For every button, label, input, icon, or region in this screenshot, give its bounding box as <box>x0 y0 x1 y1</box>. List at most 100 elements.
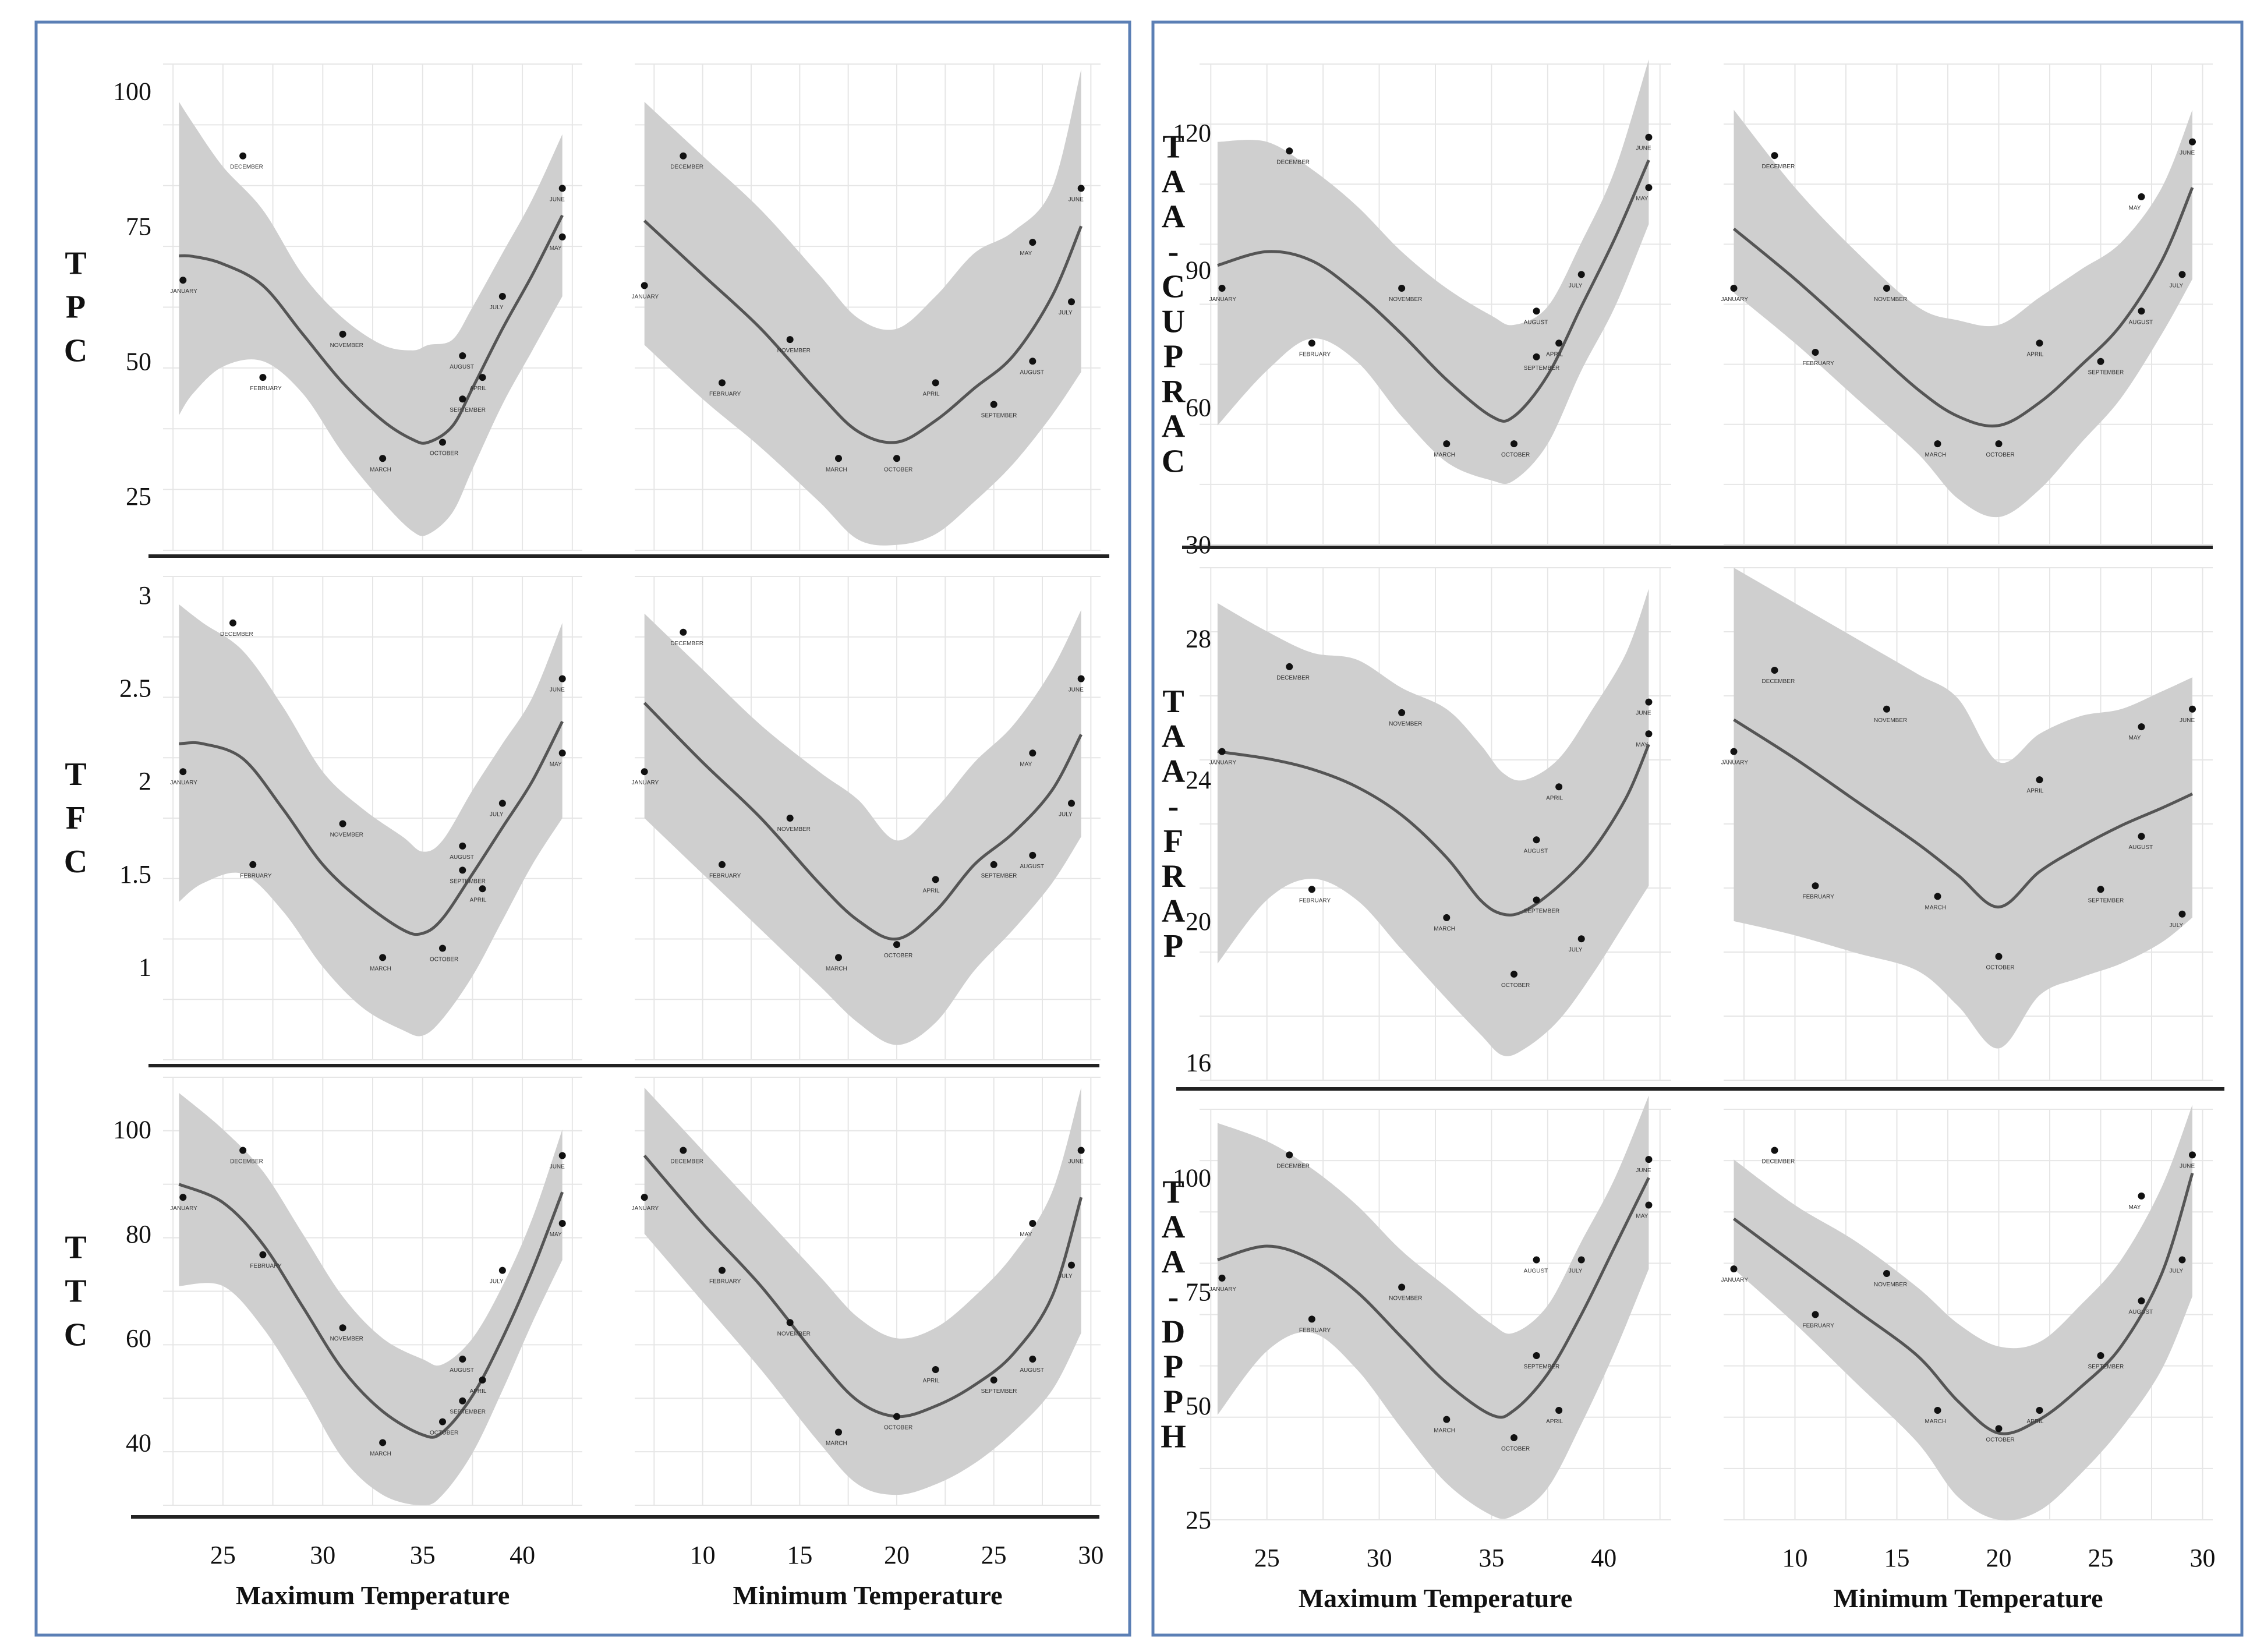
fit-line <box>1733 1172 2194 1435</box>
data-point-label: MARCH <box>1925 452 1947 458</box>
data-point <box>835 455 842 462</box>
data-point-label: MARCH <box>1434 1428 1455 1434</box>
data-point-label: SEPTEMBER <box>981 413 1017 419</box>
data-point <box>1029 851 1037 859</box>
data-point <box>179 1194 187 1201</box>
y-axis-label-char: D <box>1162 1314 1185 1350</box>
data-point-label: AUGUST <box>2129 844 2153 851</box>
data-point <box>1995 953 2003 960</box>
data-point-label: MAY <box>1636 742 1648 748</box>
series-dpph-max: JANUARY DECEMBER FEBRUARY NOVEMBER MARCH OCTO… <box>1200 1095 1671 1613</box>
data-point <box>2036 776 2043 784</box>
data-point <box>459 352 466 359</box>
y-axis-label-char: H <box>1161 1419 1186 1455</box>
right-panel-frame <box>1151 20 2244 1637</box>
fit-line <box>643 1154 1083 1418</box>
data-point <box>439 438 446 446</box>
confidence-band <box>179 604 563 1037</box>
data-point-label: SEPTEMBER <box>1524 908 1560 914</box>
confidence-band <box>644 69 1081 546</box>
data-point-label: SEPTEMBER <box>2088 370 2124 376</box>
chart-frap: JANUARY DECEMBER FEBRUARY NOVEMBER MARCH OCTO… <box>1162 567 2213 1081</box>
y-tick-label: 20 <box>1186 907 1211 936</box>
data-point-label: MARCH <box>370 466 391 473</box>
data-point-label: JANUARY <box>1209 296 1237 303</box>
data-point-label: DECEMBER <box>220 631 253 638</box>
data-point-label: JULY <box>490 811 504 818</box>
data-point <box>1995 1425 2003 1432</box>
data-point-label: JULY <box>490 1279 504 1285</box>
data-point-label: MARCH <box>1925 1418 1947 1425</box>
data-point-label: JANUARY <box>1721 760 1749 766</box>
fit-line <box>643 220 1083 444</box>
data-point-label: JANUARY <box>632 1205 659 1212</box>
data-point <box>641 1194 648 1201</box>
data-point-label: FEBRUARY <box>240 873 272 879</box>
data-point <box>719 1267 726 1274</box>
chart-tfc: JANUARY DECEMBER FEBRUARY NOVEMBER MARCH OCTO… <box>64 576 1101 1060</box>
data-point <box>1533 307 1540 315</box>
y-tick-label: 16 <box>1186 1049 1211 1077</box>
data-point-label: AUGUST <box>450 364 474 370</box>
data-point <box>1029 1219 1037 1227</box>
y-axis-label-char: C <box>64 844 87 880</box>
data-point <box>179 277 187 284</box>
data-point-label: MAY <box>1020 1232 1032 1238</box>
fit-line <box>179 214 564 445</box>
y-axis-label-char: P <box>66 289 86 326</box>
data-point-label: JUNE <box>550 196 565 203</box>
y-axis-label-char: A <box>1162 893 1186 929</box>
data-point <box>1077 675 1085 682</box>
data-point-label: SEPTEMBER <box>2088 897 2124 904</box>
data-point-label: OCTOBER <box>1501 1446 1530 1452</box>
data-point <box>1308 886 1315 893</box>
data-point <box>1645 1201 1653 1209</box>
fit-line <box>1217 160 1650 423</box>
data-point-label: NOVEMBER <box>1874 717 1907 724</box>
data-point <box>379 1439 387 1446</box>
data-point-label: FEBRUARY <box>1803 360 1835 367</box>
data-point <box>558 233 566 240</box>
data-point <box>932 1366 939 1373</box>
y-tick-label: 28 <box>1186 624 1211 653</box>
y-axis-label-char: T <box>65 246 86 282</box>
data-point-label: JULY <box>1059 811 1073 818</box>
data-point-label: SEPTEMBER <box>981 1388 1017 1395</box>
x-tick-label: 20 <box>1986 1544 2012 1572</box>
data-point-label: AUGUST <box>1524 319 1548 326</box>
data-point-label: FEBRUARY <box>709 391 741 397</box>
data-point-label: APRIL <box>1546 795 1563 801</box>
series-frap-min: JANUARY DECEMBER FEBRUARY NOVEMBER MARCH OCTO… <box>1721 567 2213 1081</box>
data-point-label: MARCH <box>826 965 847 972</box>
data-point <box>1645 730 1653 738</box>
data-point-label: DECEMBER <box>1276 1163 1310 1169</box>
data-point <box>1555 339 1563 347</box>
data-point <box>719 379 726 387</box>
data-point-label: APRIL <box>2027 351 2044 358</box>
data-point-label: AUGUST <box>2129 319 2153 326</box>
data-point-label: OCTOBER <box>1986 452 2015 458</box>
y-axis-label-char: A <box>1162 199 1186 235</box>
data-point <box>1218 285 1226 292</box>
data-point-label: AUGUST <box>1020 1367 1044 1374</box>
y-tick-label: 1.5 <box>119 860 151 889</box>
data-point-label: JULY <box>1059 310 1073 316</box>
data-point <box>680 1147 687 1154</box>
y-axis-label-char: P <box>1163 1349 1183 1385</box>
y-axis-label-char: C <box>1162 444 1185 480</box>
data-point-label: MARCH <box>826 466 847 473</box>
data-point-label: JUNE <box>1636 710 1651 717</box>
data-point-label: NOVEMBER <box>1389 721 1422 727</box>
y-axis-label-char: A <box>1162 409 1186 445</box>
x-tick-label: 35 <box>1478 1544 1504 1572</box>
confidence-band <box>644 610 1081 1045</box>
data-point-label: DECEMBER <box>1276 675 1310 681</box>
data-point <box>1068 298 1075 306</box>
data-point <box>1068 1261 1075 1269</box>
data-point-label: OCTOBER <box>1501 982 1530 989</box>
y-tick-label: 25 <box>126 482 151 511</box>
data-point <box>2189 138 2196 146</box>
data-point <box>1398 1283 1406 1291</box>
data-point <box>1510 440 1517 448</box>
